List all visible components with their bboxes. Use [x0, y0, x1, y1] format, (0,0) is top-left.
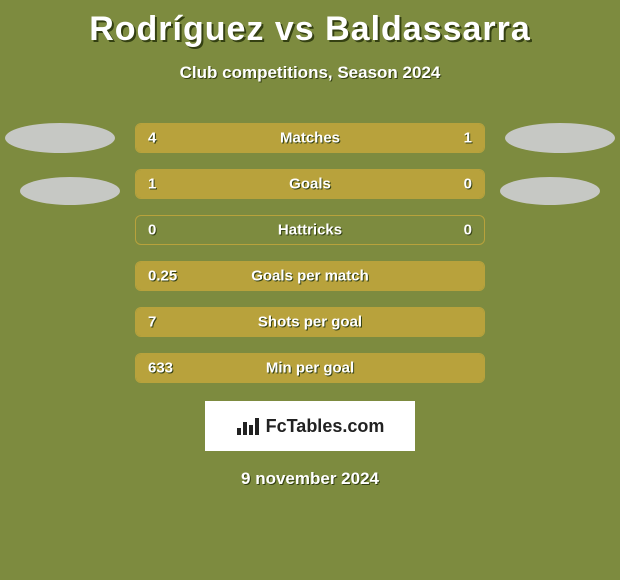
stat-value-left: 7	[148, 314, 156, 331]
player-left-shadow-2	[20, 177, 120, 205]
stat-bar-left	[136, 170, 414, 198]
stat-row: 7 Shots per goal	[135, 307, 485, 337]
bar-chart-icon	[236, 416, 260, 436]
stat-label: Shots per goal	[258, 314, 362, 331]
page-title: Rodríguez vs Baldassarra	[0, 0, 620, 49]
logo-text: FcTables.com	[266, 416, 385, 437]
stat-row: 0.25 Goals per match	[135, 261, 485, 291]
stat-value-left: 0	[148, 222, 156, 239]
footer-date: 9 november 2024	[0, 469, 620, 489]
stat-row: 1 0 Goals	[135, 169, 485, 199]
stats-container: 4 1 Matches 1 0 Goals 0 0 Hattricks 0.25 Goals per…	[135, 123, 485, 383]
stat-label: Goals	[289, 176, 331, 193]
page-subtitle: Club competitions, Season 2024	[0, 63, 620, 83]
stat-bar-left	[136, 124, 414, 152]
stat-row: 4 1 Matches	[135, 123, 485, 153]
stat-value-right: 0	[464, 176, 472, 193]
stat-value-right: 1	[464, 130, 472, 147]
stat-label: Min per goal	[266, 360, 354, 377]
player-left-shadow-1	[5, 123, 115, 153]
stat-bar-right	[414, 124, 484, 152]
stat-bar-right	[414, 170, 484, 198]
logo-box[interactable]: FcTables.com	[205, 401, 415, 451]
player-right-shadow-2	[500, 177, 600, 205]
stat-value-left: 633	[148, 360, 173, 377]
stat-value-left: 0.25	[148, 268, 177, 285]
stat-label: Matches	[280, 130, 340, 147]
stat-label: Hattricks	[278, 222, 342, 239]
player-right-shadow-1	[505, 123, 615, 153]
stat-value-right: 0	[464, 222, 472, 239]
stat-value-left: 4	[148, 130, 156, 147]
stat-value-left: 1	[148, 176, 156, 193]
stat-row: 0 0 Hattricks	[135, 215, 485, 245]
stat-row: 633 Min per goal	[135, 353, 485, 383]
stat-label: Goals per match	[251, 268, 369, 285]
